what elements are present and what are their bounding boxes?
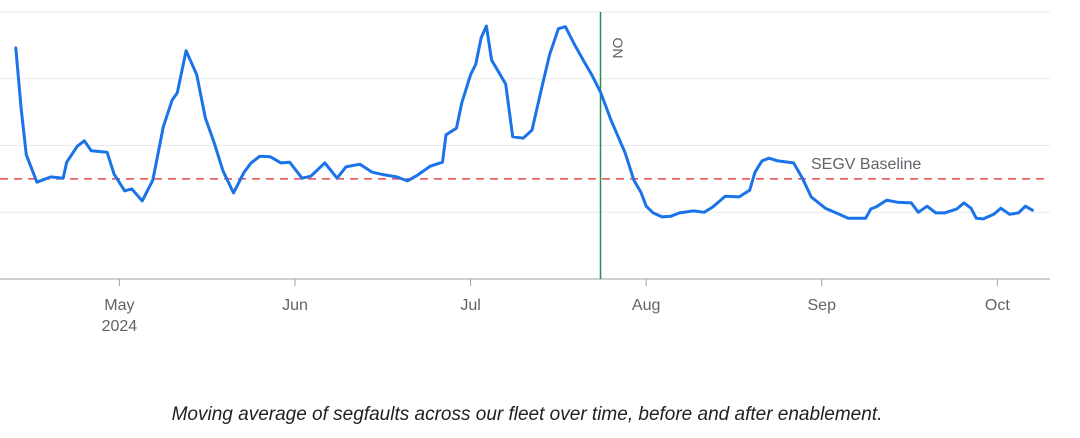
- reference-label: SEGV Baseline: [811, 156, 921, 173]
- x-tick-label: Jun: [282, 297, 308, 314]
- x-tick-label: Sep: [808, 297, 837, 314]
- event-label: ON: [610, 38, 626, 59]
- caption: Moving average of segfaults across our f…: [172, 404, 883, 425]
- x-tick-label: Aug: [632, 297, 660, 314]
- x-tick-label: Jul: [460, 297, 480, 314]
- line-series: [14, 24, 1034, 221]
- x-tick-label: May: [104, 297, 134, 314]
- x-tick-year: 2024: [102, 318, 138, 335]
- x-tick-label: Oct: [985, 297, 1010, 314]
